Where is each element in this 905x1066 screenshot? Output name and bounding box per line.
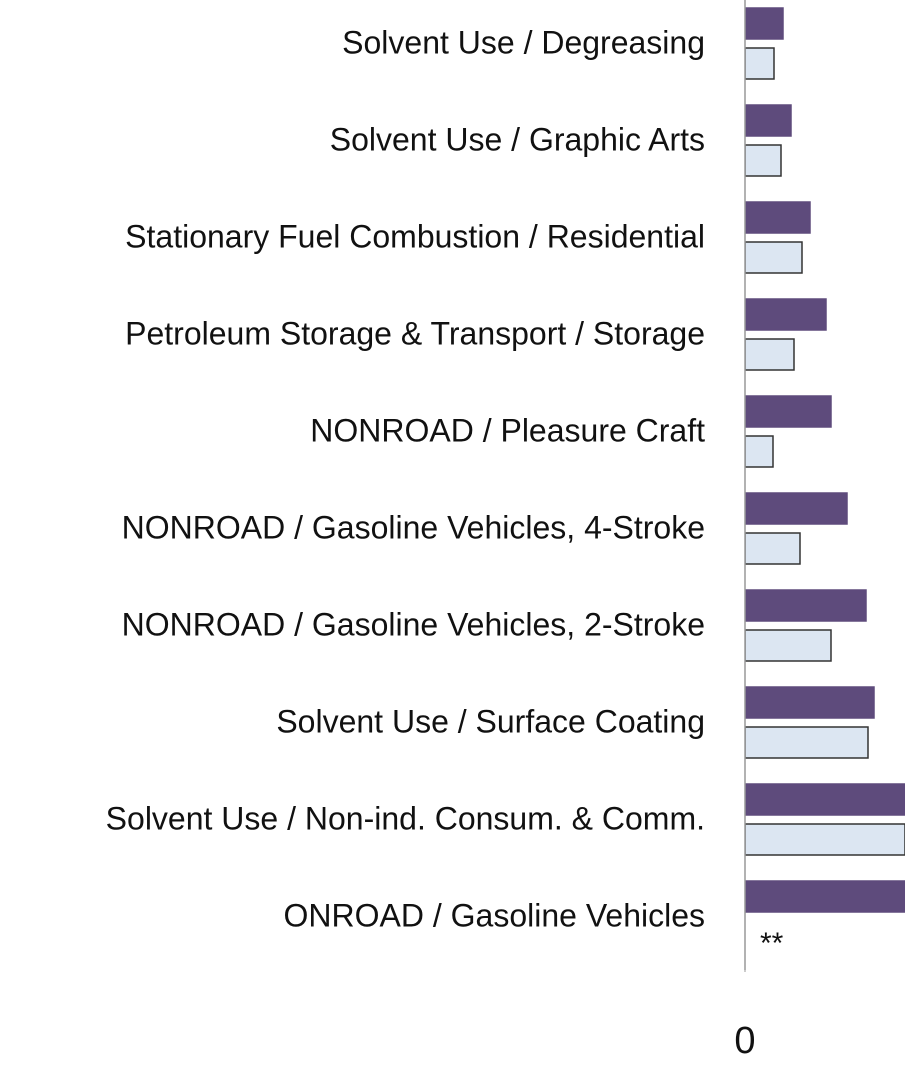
bar [745,201,811,234]
bar [745,629,832,662]
category-label: Solvent Use / Degreasing [342,24,705,60]
bar [745,7,784,40]
bar [745,395,832,428]
bar [745,686,875,719]
plot-area [745,7,905,913]
annotation: ** [760,927,784,960]
bar [745,783,905,816]
category-label: Solvent Use / Surface Coating [276,703,705,739]
bar [745,298,827,331]
category-label: Solvent Use / Non-ind. Consum. & Comm. [106,800,705,836]
category-label: Solvent Use / Graphic Arts [330,121,705,157]
bar [745,532,801,565]
bar [745,823,905,856]
bar [745,492,848,525]
bar [745,880,905,913]
category-label: ONROAD / Gasoline Vehicles [284,897,706,933]
bar [745,589,867,622]
bar [745,144,782,177]
bar [745,47,775,80]
category-label: NONROAD / Gasoline Vehicles, 4-Stroke [122,509,705,545]
bar [745,338,795,371]
bar [745,104,792,137]
category-label: Stationary Fuel Combustion / Residential [125,218,705,254]
bar [745,726,869,759]
category-label: NONROAD / Gasoline Vehicles, 2-Stroke [122,606,705,642]
category-label: NONROAD / Pleasure Craft [310,412,705,448]
bar [745,435,774,468]
bar [745,241,803,274]
category-label: Petroleum Storage & Transport / Storage [125,315,705,351]
x-tick-label: 0 [734,1020,755,1062]
